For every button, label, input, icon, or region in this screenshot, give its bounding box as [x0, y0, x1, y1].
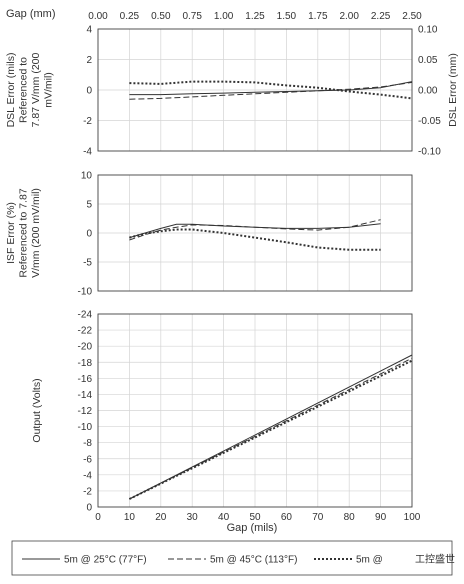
y-tick-label: -4: [83, 470, 92, 481]
watermark-text: 工控盛世: [415, 553, 455, 566]
y2-tick-label: 0.10: [418, 25, 438, 36]
plot-frame: [97, 313, 413, 508]
y-axis-label-line: ISF Error (%): [5, 202, 17, 264]
y-tick-label: 2: [86, 55, 92, 66]
y-axis-label: Output (Volts): [31, 378, 43, 442]
y-tick-label: -5: [83, 258, 92, 269]
top-tick-label: 1.00: [214, 11, 234, 22]
series-line-dotted: [129, 228, 381, 251]
y-axis-label-line: DSL Error (mils): [5, 53, 17, 128]
y-axis-label-line: mV/mil): [43, 72, 55, 108]
series-line-dashed: [129, 81, 413, 100]
x-tick-label: 50: [249, 512, 261, 523]
y-tick-label: -2: [83, 116, 92, 127]
top-tick-label: 0.25: [120, 11, 140, 22]
y-tick-label: -18: [78, 358, 93, 369]
y-tick-label: -22: [78, 326, 93, 337]
x-tick-label: 60: [281, 512, 293, 523]
legend-label: 5m @: [356, 555, 383, 566]
series-line-dotted: [129, 80, 413, 100]
isf-error-panel: 10 5 0 -5 -10 ISF Error (%) Referenced to 7.87…: [5, 171, 413, 298]
y-tick-label: 0: [86, 503, 92, 514]
legend-label: 5m @ 45°C (113°F): [210, 555, 297, 566]
y-axis-label-line: Referenced to 7.87: [18, 188, 30, 277]
legend: 5m @ 25°C (77°F) 5m @ 45°C (113°F) 5m @ 工控盛…: [11, 540, 455, 576]
top-tick-label: 1.50: [277, 11, 297, 22]
y-tick-label: -20: [78, 342, 93, 353]
top-axis-label: Gap (mm): [6, 8, 56, 20]
series-line-solid: [129, 81, 413, 96]
x-tick-label: 70: [312, 512, 324, 523]
top-axis-ticks: 0.00 0.25 0.50 0.75 1.00 1.25 1.50 1.75 2.00 2.25…: [88, 11, 422, 22]
y2-tick-label: -0.05: [418, 116, 441, 127]
top-tick-label: 0.50: [151, 11, 171, 22]
top-tick-label: 2.50: [402, 11, 422, 22]
plot-frame: [97, 174, 413, 292]
y-axis-label-line: V/mm (200 mV/mil): [30, 188, 42, 278]
y2-tick-label: 0.05: [418, 55, 438, 66]
series-line-solid: [129, 223, 381, 239]
y-tick-label: -10: [78, 422, 93, 433]
legend-label: 5m @ 25°C (77°F): [64, 555, 147, 566]
bottom-axis-label: Gap (mils): [227, 522, 278, 534]
x-tick-label: 30: [187, 512, 199, 523]
y-tick-label: 0: [86, 229, 92, 240]
y-tick-label: 10: [81, 171, 93, 182]
top-tick-label: 2.25: [371, 11, 391, 22]
output-panel: -24-22-20-18-16-14-12-10-8-6-4-20Output …: [31, 310, 421, 524]
y-tick-label: -12: [78, 406, 93, 417]
y2-tick-label: 0.00: [418, 86, 438, 97]
x-tick-label: 40: [218, 512, 230, 523]
y-tick-label: 4: [86, 25, 92, 36]
series-line-dashed: [129, 219, 381, 241]
series-line-dashed: [129, 357, 413, 500]
y-axis-label-line: 7.87 V/mm (200: [30, 52, 42, 127]
legend-box: [11, 540, 453, 576]
x-tick-label: 20: [155, 512, 167, 523]
top-tick-label: 1.75: [308, 11, 328, 22]
x-tick-label: 90: [375, 512, 387, 523]
y-tick-label: -10: [78, 287, 93, 298]
top-tick-label: 0.75: [182, 11, 202, 22]
y-tick-label: -6: [83, 454, 92, 465]
series-line-dotted: [128, 359, 413, 500]
top-tick-label: 2.00: [339, 11, 359, 22]
plot-frame: [97, 28, 413, 152]
y-tick-label: 5: [86, 200, 92, 211]
y2-tick-label: -0.10: [418, 147, 441, 158]
x-tick-label: 100: [404, 512, 421, 523]
y-tick-label: -24: [78, 310, 93, 321]
x-tick-label: 10: [124, 512, 136, 523]
x-tick-label: 80: [344, 512, 356, 523]
x-tick-label: 0: [95, 512, 101, 523]
y-tick-label: -8: [83, 438, 92, 449]
y-tick-label: -16: [78, 374, 93, 385]
top-tick-label: 1.25: [245, 11, 265, 22]
top-tick-label: 0.00: [88, 11, 108, 22]
y-tick-label: 0: [86, 86, 92, 97]
y-tick-label: -14: [78, 390, 93, 401]
y-tick-label: -2: [83, 486, 92, 497]
dsl-error-panel: 4 0.10 2 0.05 0 0.00 -2 -0.05 -4 -0.10 DSL Error (…: [5, 25, 459, 158]
y-axis-label-line: Referenced to: [18, 57, 30, 123]
y2-axis-label: DSL Error (mm): [447, 53, 459, 127]
y-tick-label: -4: [83, 147, 92, 158]
